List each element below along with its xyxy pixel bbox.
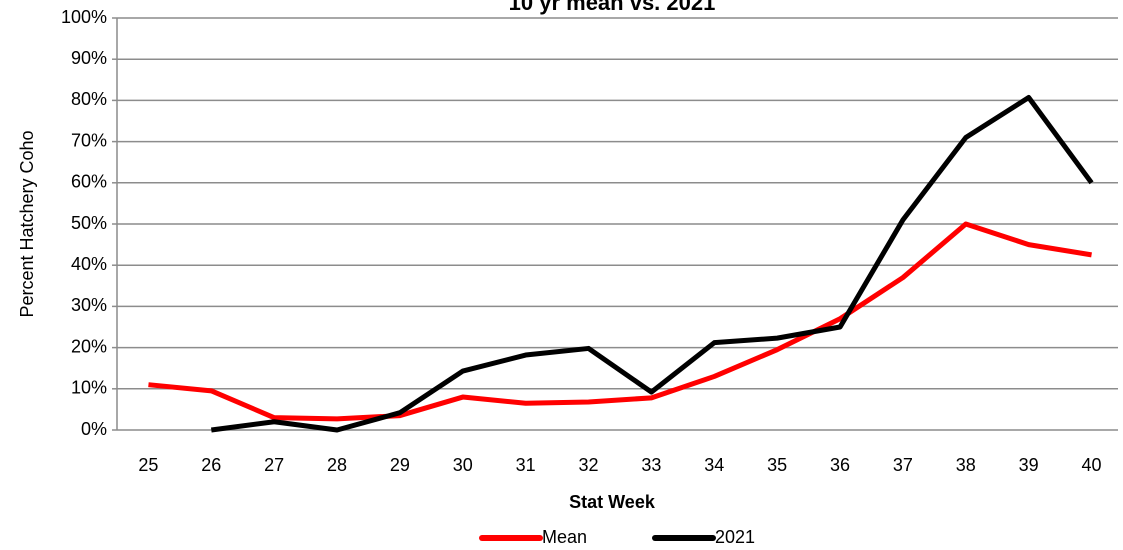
x-tick-label: 31 — [516, 455, 536, 475]
chart-title: 10 yr mean vs. 2021 — [509, 0, 716, 15]
legend-label: Mean — [542, 527, 587, 547]
x-tick-label: 35 — [767, 455, 787, 475]
x-tick-label: 27 — [264, 455, 284, 475]
y-tick-label: 10% — [71, 378, 107, 398]
x-tick-label: 26 — [201, 455, 221, 475]
x-axis-title: Stat Week — [569, 492, 656, 512]
x-tick-label: 37 — [893, 455, 913, 475]
y-tick-label: 80% — [71, 89, 107, 109]
series-line — [210, 95, 1094, 433]
y-axis-title: Percent Hatchery Coho — [17, 130, 37, 317]
x-tick-label: 39 — [1019, 455, 1039, 475]
x-tick-label: 34 — [704, 455, 724, 475]
y-tick-label: 90% — [71, 48, 107, 68]
x-tick-label: 40 — [1082, 455, 1102, 475]
y-tick-label: 40% — [71, 254, 107, 274]
legend-label: 2021 — [715, 527, 755, 547]
y-tick-label: 100% — [61, 7, 107, 27]
x-tick-label: 30 — [453, 455, 473, 475]
x-tick-label: 36 — [830, 455, 850, 475]
y-tick-label: 70% — [71, 130, 107, 150]
x-tick-label: 29 — [390, 455, 410, 475]
y-tick-label: 60% — [71, 172, 107, 192]
x-tick-label: 38 — [956, 455, 976, 475]
x-tick-label: 28 — [327, 455, 347, 475]
y-tick-label: 20% — [71, 336, 107, 356]
series-line — [148, 221, 1092, 422]
x-tick-label: 33 — [641, 455, 661, 475]
x-tick-label: 32 — [579, 455, 599, 475]
y-tick-label: 50% — [71, 213, 107, 233]
x-tick-label: 25 — [138, 455, 158, 475]
y-tick-label: 0% — [81, 419, 107, 439]
y-tick-label: 30% — [71, 295, 107, 315]
